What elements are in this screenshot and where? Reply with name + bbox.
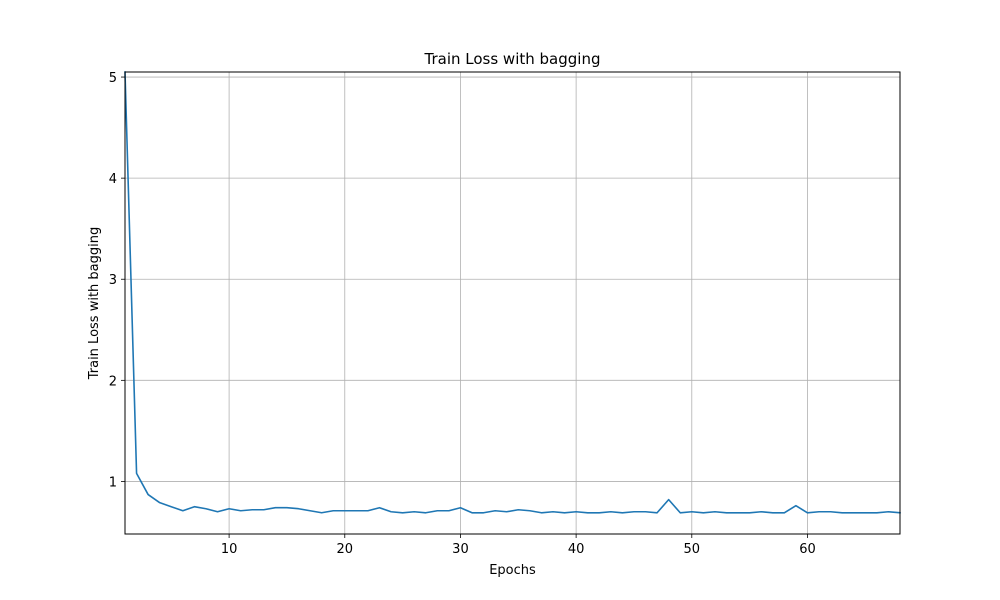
y-tick-label: 4	[109, 172, 117, 187]
chart-title: Train Loss with bagging	[424, 50, 601, 68]
y-tick-label: 5	[109, 71, 117, 86]
x-tick-label: 10	[221, 542, 238, 557]
y-tick-label: 3	[109, 273, 117, 288]
x-tick-label: 40	[568, 542, 585, 557]
x-tick-label: 50	[684, 542, 701, 557]
y-axis-label: Train Loss with bagging	[87, 227, 102, 381]
y-tick-label: 2	[109, 374, 117, 389]
y-axis-ticks: 1 2 3 4 5	[109, 71, 125, 490]
plot-frame	[124, 71, 901, 535]
x-axis-label: Epochs	[489, 563, 536, 578]
y-tick-label: 1	[109, 475, 117, 490]
x-tick-label: 60	[799, 542, 816, 557]
series-line	[124, 71, 901, 514]
grid	[125, 72, 900, 534]
series-layer	[124, 71, 901, 514]
x-axis-ticks: 10 20 30 40 50 60	[221, 534, 816, 557]
x-tick-label: 30	[452, 542, 469, 557]
x-tick-label: 20	[337, 542, 354, 557]
